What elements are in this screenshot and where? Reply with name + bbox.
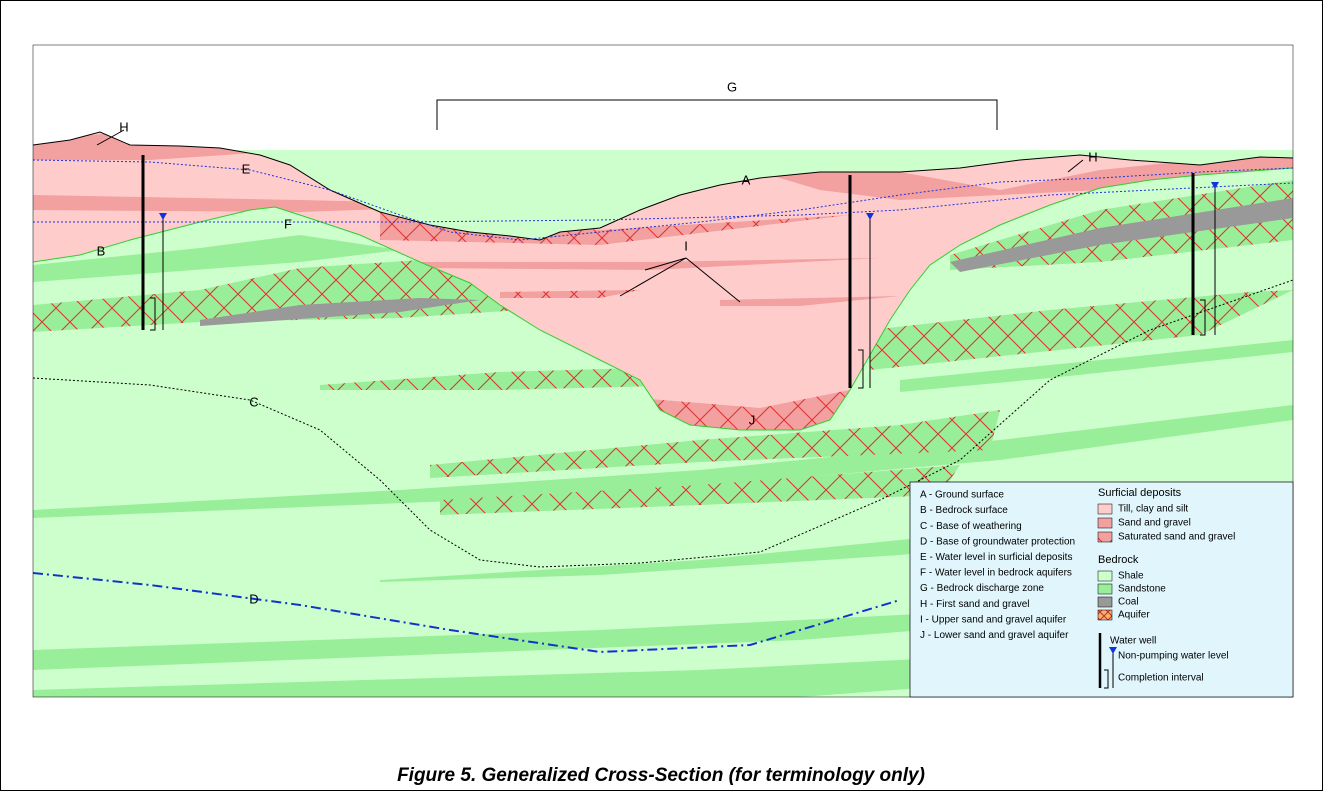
legend-item: Water well [1110, 636, 1156, 647]
wells [141, 155, 1219, 389]
base-protection [33, 572, 901, 654]
legend-item: Till, clay and silt [1118, 504, 1188, 515]
legend-swatch [1097, 503, 1113, 515]
section-label: A [742, 172, 751, 187]
legend-term: C - Base of weathering [920, 521, 1022, 532]
legend-heading: Surficial deposits [1098, 487, 1182, 499]
section-label: H [119, 119, 128, 134]
legend-item: Sand and gravel [1118, 518, 1191, 529]
legend-item: Aquifer [1118, 610, 1150, 621]
legend-bracket [1104, 669, 1109, 689]
legend-term: F - Water level in bedrock aquifers [920, 568, 1072, 579]
legend-term: J - Lower sand and gravel aquifer [920, 630, 1069, 641]
legend-term: H - First sand and gravel [920, 599, 1030, 610]
legend-swatch [1097, 583, 1113, 595]
section-label: I [684, 238, 688, 253]
legend-item: Coal [1118, 597, 1139, 608]
bedrock-surface [33, 167, 1293, 431]
section-border [32, 44, 1294, 698]
section-label: C [249, 394, 258, 409]
section-label: G [727, 79, 737, 94]
section-label: F [284, 216, 292, 231]
legend-item: Completion interval [1118, 673, 1204, 684]
section-label: B [97, 243, 106, 258]
section-label: J [749, 412, 756, 427]
legend-item: Sandstone [1118, 584, 1166, 595]
legend-water-symbol [1109, 647, 1117, 654]
legend-swatch [1097, 596, 1113, 608]
legend: A - Ground surface B - Bedrock surface C -… [920, 487, 1235, 689]
legend-swatch [1097, 531, 1113, 543]
leaders [96, 129, 1084, 303]
caption: Figure 5. Generalized Cross-Section (for… [397, 765, 925, 786]
water-level-surficial [33, 159, 1293, 241]
section-label: D [249, 591, 258, 606]
legend-term: E - Water level in surficial deposits [920, 552, 1072, 563]
water-level-bedrock [33, 182, 1293, 223]
legend-swatch [1097, 609, 1113, 621]
legend-item: Saturated sand and gravel [1118, 532, 1235, 543]
discharge-bracket [436, 99, 998, 130]
legend-item: Shale [1118, 571, 1144, 582]
legend-term: I - Upper sand and gravel aquifer [920, 614, 1067, 625]
legend-item: Non-pumping water level [1118, 651, 1229, 662]
legend-swatch [1097, 570, 1113, 582]
legend-swatch [1097, 517, 1113, 529]
legend-term: B - Bedrock surface [920, 505, 1008, 516]
legend-term: D - Base of groundwater protection [920, 536, 1075, 547]
legend-heading: Bedrock [1098, 554, 1139, 566]
section-label: E [242, 161, 251, 176]
ground-surface [33, 131, 1293, 241]
legend-term: G - Bedrock discharge zone [920, 583, 1044, 594]
section-label: H [1088, 149, 1097, 164]
legend-term: A - Ground surface [920, 490, 1004, 501]
